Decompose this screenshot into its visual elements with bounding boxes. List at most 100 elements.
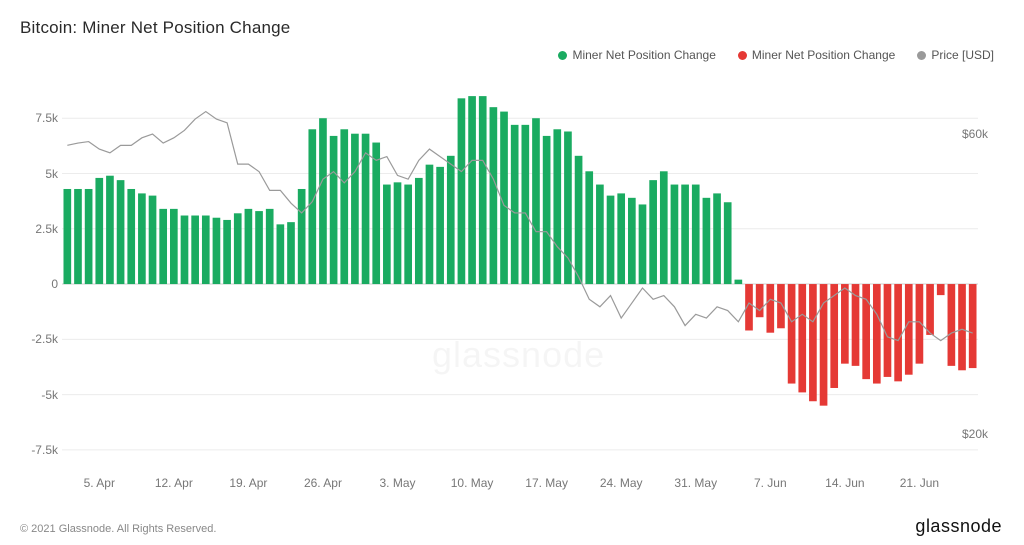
y-tick-left: 7.5k xyxy=(18,111,58,125)
bar xyxy=(479,96,487,284)
bar xyxy=(426,165,434,284)
bar xyxy=(532,118,540,284)
bar xyxy=(202,216,210,285)
legend-item: Miner Net Position Change xyxy=(558,48,715,62)
y-axis-left: -7.5k -5k -2.5k 0 2.5k 5k 7.5k xyxy=(18,74,58,472)
x-tick: 3. May xyxy=(379,476,415,490)
plot-area: glassnode xyxy=(62,74,978,472)
chart-title: Bitcoin: Miner Net Position Change xyxy=(20,18,1004,38)
bar xyxy=(234,213,242,284)
bar xyxy=(607,196,615,284)
bar xyxy=(181,216,189,285)
bar xyxy=(617,193,625,284)
chart-container: Bitcoin: Miner Net Position Change Miner… xyxy=(0,0,1024,545)
bar xyxy=(149,196,157,284)
bar xyxy=(894,284,902,381)
y-tick-left: 2.5k xyxy=(18,222,58,236)
legend-label: Miner Net Position Change xyxy=(752,48,895,62)
bar xyxy=(809,284,817,401)
x-tick: 10. May xyxy=(451,476,494,490)
bar xyxy=(298,189,306,284)
bar xyxy=(106,176,114,284)
bar xyxy=(958,284,966,370)
bar xyxy=(713,193,721,284)
bar xyxy=(575,156,583,284)
bar xyxy=(170,209,178,284)
y-tick-left: 0 xyxy=(18,277,58,291)
y-tick-left: 5k xyxy=(18,167,58,181)
bar xyxy=(63,189,71,284)
x-axis: 5. Apr 12. Apr 19. Apr 26. Apr 3. May 10. May… xyxy=(62,476,978,496)
bar xyxy=(649,180,657,284)
bar xyxy=(873,284,881,384)
x-tick: 21. Jun xyxy=(900,476,939,490)
chart-svg xyxy=(62,74,978,472)
bar xyxy=(319,118,327,284)
bar xyxy=(639,204,647,284)
bar xyxy=(820,284,828,406)
y-tick-left: -5k xyxy=(18,388,58,402)
x-tick: 31. May xyxy=(674,476,717,490)
legend-item: Price [USD] xyxy=(917,48,994,62)
bar xyxy=(245,209,253,284)
bar xyxy=(553,129,561,284)
copyright-text: © 2021 Glassnode. All Rights Reserved. xyxy=(20,523,216,535)
bar xyxy=(511,125,519,284)
bar xyxy=(458,98,466,284)
bar xyxy=(404,185,412,284)
bar xyxy=(351,134,359,284)
bar xyxy=(138,193,146,284)
bar xyxy=(969,284,977,368)
bar xyxy=(159,209,167,284)
bar xyxy=(127,189,135,284)
bar xyxy=(490,107,498,284)
x-tick: 5. Apr xyxy=(84,476,115,490)
bar xyxy=(277,224,285,284)
bar xyxy=(937,284,945,295)
legend-item: Miner Net Position Change xyxy=(738,48,895,62)
x-tick: 17. May xyxy=(525,476,568,490)
bar xyxy=(830,284,838,388)
bar xyxy=(756,284,764,317)
bar xyxy=(117,180,125,284)
x-tick: 12. Apr xyxy=(155,476,193,490)
bar xyxy=(564,131,572,284)
bar xyxy=(735,280,743,284)
y-tick-left: -2.5k xyxy=(18,332,58,346)
bar xyxy=(362,134,370,284)
bar xyxy=(585,171,593,284)
x-tick: 24. May xyxy=(600,476,643,490)
x-tick: 14. Jun xyxy=(825,476,864,490)
bar xyxy=(841,284,849,364)
legend-swatch xyxy=(917,51,926,60)
bar xyxy=(596,185,604,284)
bar xyxy=(266,209,274,284)
bar xyxy=(308,129,316,284)
bar xyxy=(85,189,93,284)
x-tick: 26. Apr xyxy=(304,476,342,490)
bar xyxy=(543,136,551,284)
bar xyxy=(692,185,700,284)
bar xyxy=(223,220,231,284)
bar xyxy=(383,185,391,284)
legend-label: Price [USD] xyxy=(931,48,994,62)
bar xyxy=(788,284,796,384)
bar xyxy=(777,284,785,328)
y-tick-left: -7.5k xyxy=(18,443,58,457)
bar xyxy=(372,143,380,285)
brand-logo: glassnode xyxy=(915,516,1002,537)
bar xyxy=(468,96,476,284)
bar xyxy=(905,284,913,375)
legend-label: Miner Net Position Change xyxy=(572,48,715,62)
bar xyxy=(436,167,444,284)
legend-swatch xyxy=(738,51,747,60)
bar xyxy=(521,125,529,284)
bar xyxy=(330,136,338,284)
bar xyxy=(415,178,423,284)
bar xyxy=(671,185,679,284)
x-tick: 19. Apr xyxy=(229,476,267,490)
bar xyxy=(703,198,711,284)
bar xyxy=(213,218,221,284)
bar xyxy=(74,189,82,284)
bar xyxy=(681,185,689,284)
